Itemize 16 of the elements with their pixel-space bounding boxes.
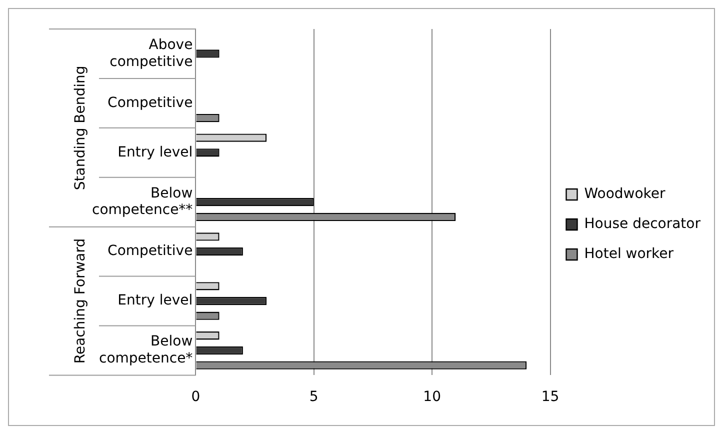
y-tick-label: Below competence* — [99, 334, 193, 367]
text: Standing Bending — [72, 66, 89, 190]
y-tick-label: Above competitive — [110, 36, 193, 70]
x-tick-label: 15 — [541, 389, 560, 406]
legend-label: House decorator — [584, 216, 701, 232]
x-tick-label: 5 — [309, 389, 318, 406]
y-tick-label: Below competence** — [92, 185, 193, 218]
x-tick-label: 10 — [423, 389, 441, 406]
y-tick-label: Entry level — [118, 292, 193, 309]
legend-label: Woodwoker — [584, 186, 666, 202]
x-tick-label: 0 — [191, 389, 200, 406]
y-tick-label: Competitive — [108, 243, 193, 260]
y-tick-label: Entry level — [118, 144, 193, 160]
y-tick-label: Competitive — [108, 94, 193, 111]
text: Reaching Forward — [72, 238, 89, 364]
legend-label: Hotel worker — [584, 246, 674, 262]
